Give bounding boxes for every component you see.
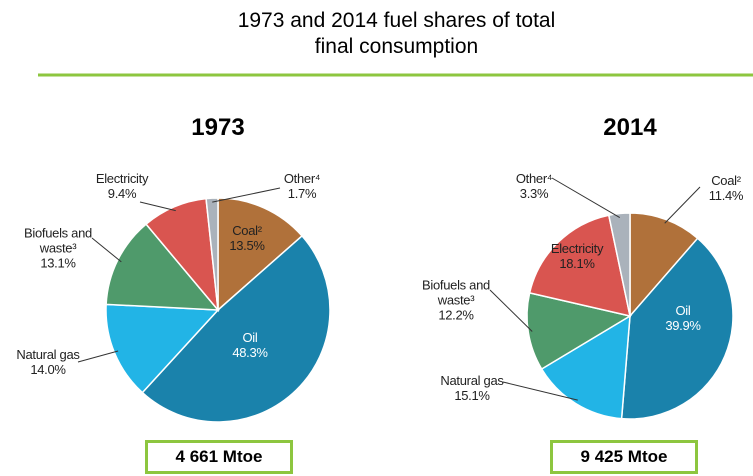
pie-slice	[526, 292, 632, 371]
pie-slice	[607, 212, 631, 317]
category-label: Other⁴	[515, 171, 553, 186]
slice-label: Other⁴ 1.7%	[256, 171, 348, 201]
slice-label: Oil 48.3%	[204, 330, 296, 360]
leader-line	[139, 201, 176, 212]
slice-label: Natural gas 14.0%	[2, 347, 94, 377]
total-box: 4 661 Mtoe	[145, 440, 293, 474]
category-label: Oil	[675, 303, 691, 318]
pie-title: 1973	[191, 114, 245, 141]
category-label: Electricity	[550, 241, 604, 256]
slice-label: Biofuels and waste³ 13.1%	[12, 226, 104, 271]
pie-slice	[629, 212, 699, 319]
category-label: Biofuels and waste³	[24, 225, 92, 256]
category-label: Coal²	[232, 223, 262, 238]
leader-line	[551, 177, 621, 218]
total-box: 9 425 Mtoe	[550, 440, 698, 474]
pie-title: 2014	[603, 114, 657, 141]
slice-label: Natural gas 15.1%	[426, 373, 518, 403]
category-label: Oil	[242, 330, 258, 345]
value-label: 13.1%	[40, 255, 76, 271]
slice-label: Oil 39.9%	[637, 303, 729, 333]
pie-slice	[205, 197, 219, 311]
slice-label: Electricity 18.1%	[531, 241, 623, 271]
slice-label: Electricity 9.4%	[76, 171, 168, 201]
pie-slice	[620, 237, 734, 420]
category-label: Natural gas	[16, 347, 80, 362]
value-label: 18.1%	[559, 256, 595, 271]
category-label: Electricity	[95, 171, 149, 186]
pie-slice	[105, 223, 220, 311]
leader-line	[502, 381, 578, 401]
chart-title: 1973 and 2014 fuel shares of total final…	[0, 8, 753, 60]
leader-line	[77, 350, 119, 363]
leader-line	[489, 289, 533, 332]
leader-line	[212, 187, 281, 203]
pie-slice	[141, 234, 331, 423]
value-label: 12.2%	[438, 307, 474, 323]
leader-line	[664, 186, 701, 224]
slice-label: Coal² 11.4%	[680, 173, 753, 203]
leader-line	[91, 237, 122, 263]
value-label: 13.5%	[229, 238, 265, 253]
slice-label: Biofuels and waste³ 12.2%	[410, 278, 502, 323]
title-text: 1973 and 2014 fuel shares of total final…	[237, 9, 556, 58]
pie-slice	[540, 314, 631, 420]
pie-slice	[217, 197, 304, 312]
slice-label: Other⁴ 3.3%	[488, 171, 580, 201]
value-label: 48.3%	[232, 345, 268, 360]
category-label: Biofuels and waste³	[422, 277, 490, 308]
category-label: Natural gas	[440, 373, 504, 388]
value-label: 14.0%	[30, 362, 66, 377]
value-label: 39.9%	[665, 318, 701, 333]
value-label: 3.3%	[519, 186, 549, 201]
slice-label: Coal² 13.5%	[201, 223, 293, 253]
value-label: 15.1%	[454, 388, 490, 403]
value-label: 9.4%	[107, 186, 137, 201]
value-label: 1.7%	[287, 186, 317, 201]
category-label: Coal²	[711, 173, 741, 188]
category-label: Other⁴	[283, 171, 321, 186]
pie-slice	[528, 214, 631, 317]
value-label: 11.4%	[708, 188, 744, 203]
